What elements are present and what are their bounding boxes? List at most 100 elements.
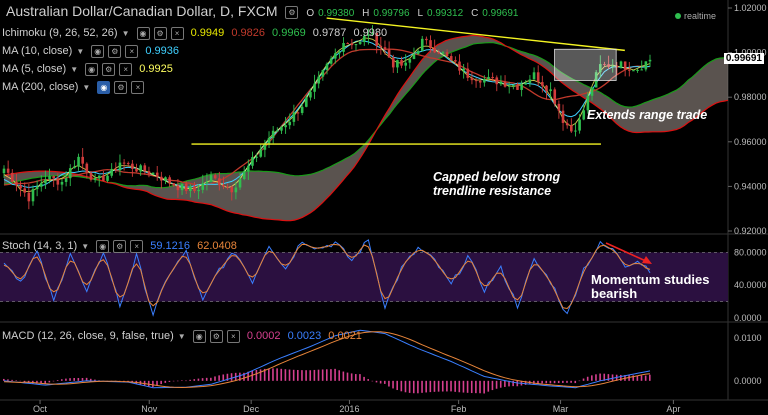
macd-hist-bar [65,378,67,381]
candle [333,53,337,59]
macd-hist-bar [425,380,427,393]
candle [470,77,474,81]
chevron-down-icon[interactable]: ▼ [76,47,85,57]
macd-hist-bar [7,379,9,381]
macd-hist-bar [429,380,432,393]
ichimoku-v1: 0.9826 [231,27,265,40]
macd-hist-bar [541,380,543,384]
close-icon[interactable]: × [226,330,240,343]
macd-hist-bar [60,379,63,381]
candle [118,162,122,171]
macd-hist-bar [479,380,481,394]
macd-panel [3,329,651,394]
macd-hist-bar [11,379,13,381]
candle [483,79,486,83]
macd-hist-bar [280,368,283,381]
settings-icon[interactable]: ⚙ [153,27,167,40]
chevron-down-icon[interactable]: ▼ [82,83,91,93]
macd-hist-bar [441,380,444,392]
macd-hist-bar [632,375,635,381]
macd-hist-bar [330,369,332,381]
macd-hist-bar [508,380,510,387]
candle [437,52,441,54]
chevron-down-icon[interactable]: ▼ [70,65,79,75]
macd-hist-bar [94,379,96,381]
ma200-label: MA (200, close) [2,81,79,94]
candle [263,143,267,150]
eye-icon[interactable]: ◉ [136,27,150,40]
candle [429,40,432,49]
ohlc-o-label: O [306,8,315,19]
candle [126,163,130,165]
macd-hist-bar [487,380,490,392]
macd-hist-bar [197,378,200,381]
candle [110,168,113,176]
macd-hist-bar [599,373,601,381]
candle [346,43,350,45]
macd-hist-bar [499,380,502,388]
macd-hist-bar [495,380,498,389]
eye-icon[interactable]: ◉ [96,240,110,253]
ohlc-c-label: C [471,8,479,19]
candle [354,44,358,46]
candle [193,186,196,192]
eye-icon[interactable]: ◉ [91,45,105,58]
ohlc-c-value: 0.99691 [482,8,519,19]
macd-hist-bar [359,374,361,381]
trendline-resistance [326,17,625,52]
chevron-down-icon[interactable]: ▼ [177,332,186,342]
candle [251,157,254,166]
close-icon[interactable]: × [119,63,133,76]
settings-icon[interactable]: ⚙ [209,330,223,343]
candle [516,85,519,90]
close-icon[interactable]: × [131,81,145,94]
close-icon[interactable]: × [125,45,139,58]
stoch-tick-label: 80.0000 [734,247,767,257]
macd-hist-bar [388,380,390,387]
candle [524,82,528,85]
chevron-down-icon[interactable]: ▼ [81,242,90,252]
candle [255,156,258,158]
macd-hist-bar [524,380,527,385]
macd-hist-bar [350,373,353,381]
settings-icon[interactable]: ⚙ [102,63,116,76]
close-icon[interactable]: × [130,240,144,253]
macd-tick-label: 0.0000 [734,376,762,386]
chevron-down-icon[interactable]: ▼ [121,29,130,39]
macd-hist-bar [164,380,167,383]
macd-value: 0.0023 [287,330,322,343]
candle [89,172,93,180]
settings-icon[interactable]: ⚙ [108,45,122,58]
macd-hist-bar [446,380,448,392]
macd-hist-bar [545,380,548,384]
candle [52,176,55,179]
senkou-span-a [3,41,728,189]
candle [561,110,565,123]
candle [114,168,118,171]
settings-icon[interactable]: ⚙ [114,81,128,94]
candle [85,163,89,173]
eye-icon[interactable]: ◉ [192,330,206,343]
macd-hist-bar [628,375,630,381]
candle [64,178,68,182]
macd-hist-bar [636,375,639,381]
macd-hist-bar [268,368,270,381]
macd-hist-bar [640,375,643,381]
candle [6,168,10,173]
annotation-momentum-2: bearish [591,286,638,301]
candle [31,189,35,202]
candle [557,103,561,111]
macd-hist-bar [570,380,572,383]
candle [222,185,225,187]
settings-icon[interactable]: ⚙ [113,240,127,253]
macd-hist-bar [582,378,585,381]
close-icon[interactable]: × [170,27,184,40]
stoch-band [0,252,728,302]
macd-legend: MACD (12, 26, close, 9, false, true) ▼ ◉ ⚙… [2,330,366,343]
macd-hist-bar [450,380,452,392]
eye-off-icon[interactable]: ◉ [97,81,111,94]
macd-signal-value: 0.0021 [328,330,362,343]
settings-icon[interactable]: ⚙ [285,5,299,19]
eye-icon[interactable]: ◉ [85,63,99,76]
